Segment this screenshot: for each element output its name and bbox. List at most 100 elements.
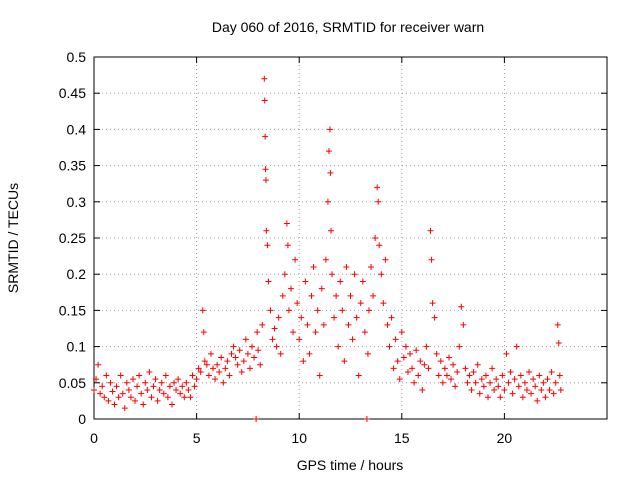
data-point: [177, 390, 184, 397]
data-point: [466, 372, 473, 379]
data-point: [374, 184, 381, 191]
data-point: [115, 394, 122, 401]
data-point: [228, 350, 235, 357]
data-point: [238, 368, 245, 375]
data-point: [99, 383, 106, 390]
data-point: [93, 376, 100, 383]
data-point: [359, 278, 366, 285]
data-point: [404, 368, 411, 375]
data-point: [154, 397, 161, 404]
data-point: [382, 256, 389, 263]
data-point: [253, 416, 260, 422]
data-point: [263, 227, 270, 234]
data-point: [439, 379, 446, 386]
x-tick-label: 15: [394, 430, 410, 446]
data-point: [452, 383, 459, 390]
data-point: [546, 387, 553, 394]
data-point: [493, 376, 500, 383]
data-point: [357, 300, 364, 307]
data-point: [503, 350, 510, 357]
data-point: [197, 368, 204, 375]
data-point: [269, 336, 276, 343]
data-point: [386, 343, 393, 350]
data-point: [419, 387, 426, 394]
data-point: [417, 358, 424, 365]
data-point: [262, 133, 269, 140]
data-point: [331, 314, 338, 321]
data-point: [511, 376, 518, 383]
y-tick-label: 0.1: [67, 339, 87, 355]
data-point: [199, 307, 206, 314]
data-point: [290, 329, 297, 336]
data-point: [325, 148, 332, 155]
data-point: [480, 383, 487, 390]
data-point: [329, 271, 336, 278]
data-point: [501, 387, 508, 394]
data-point: [526, 368, 533, 375]
data-point: [195, 365, 202, 372]
data-point: [478, 376, 485, 383]
data-point: [548, 368, 555, 375]
data-point: [214, 361, 221, 368]
data-point: [242, 336, 249, 343]
data-point: [335, 343, 342, 350]
data-point: [171, 379, 178, 386]
data-point: [396, 376, 403, 383]
data-point: [476, 390, 483, 397]
data-point: [304, 321, 311, 328]
data-point: [142, 379, 149, 386]
data-point: [183, 379, 190, 386]
data-point: [326, 126, 333, 133]
data-point: [283, 220, 290, 227]
data-point: [322, 256, 329, 263]
data-point: [341, 358, 348, 365]
data-point: [441, 365, 448, 372]
data-point: [249, 343, 256, 350]
data-point: [279, 292, 286, 299]
data-point: [271, 325, 278, 332]
y-tick-label: 0.2: [67, 266, 87, 282]
data-point: [513, 343, 520, 350]
data-point: [236, 347, 243, 354]
data-point: [456, 343, 463, 350]
data-point: [181, 394, 188, 401]
data-point: [519, 394, 526, 401]
data-point: [123, 379, 130, 386]
data-point: [107, 379, 114, 386]
data-point: [415, 372, 422, 379]
data-point: [261, 97, 268, 104]
data-point: [347, 292, 354, 299]
data-point: [119, 390, 126, 397]
y-tick-label: 0.15: [59, 302, 86, 318]
data-point: [191, 383, 198, 390]
data-point: [517, 372, 524, 379]
data-point: [409, 365, 416, 372]
data-point: [251, 354, 258, 361]
data-point: [343, 263, 350, 270]
data-point: [150, 383, 157, 390]
data-point: [281, 271, 288, 278]
data-point: [308, 292, 315, 299]
data-point: [372, 235, 379, 241]
y-tick-label: 0.05: [59, 375, 86, 391]
data-point: [222, 365, 229, 372]
data-point: [132, 397, 139, 404]
data-point: [472, 379, 479, 386]
data-point: [173, 387, 180, 394]
data-point: [277, 350, 284, 357]
y-tick-label: 0: [78, 411, 86, 427]
data-point: [113, 383, 120, 390]
data-point: [234, 361, 241, 368]
data-point: [298, 314, 305, 321]
data-point: [448, 376, 455, 383]
data-point: [275, 314, 282, 321]
data-point: [109, 388, 116, 395]
data-point: [407, 350, 414, 357]
data-point: [353, 314, 360, 321]
y-tick-label: 0.4: [67, 121, 87, 137]
data-point: [398, 329, 405, 336]
x-tick-label: 5: [193, 430, 201, 446]
data-point: [365, 307, 372, 314]
data-point: [392, 336, 399, 343]
